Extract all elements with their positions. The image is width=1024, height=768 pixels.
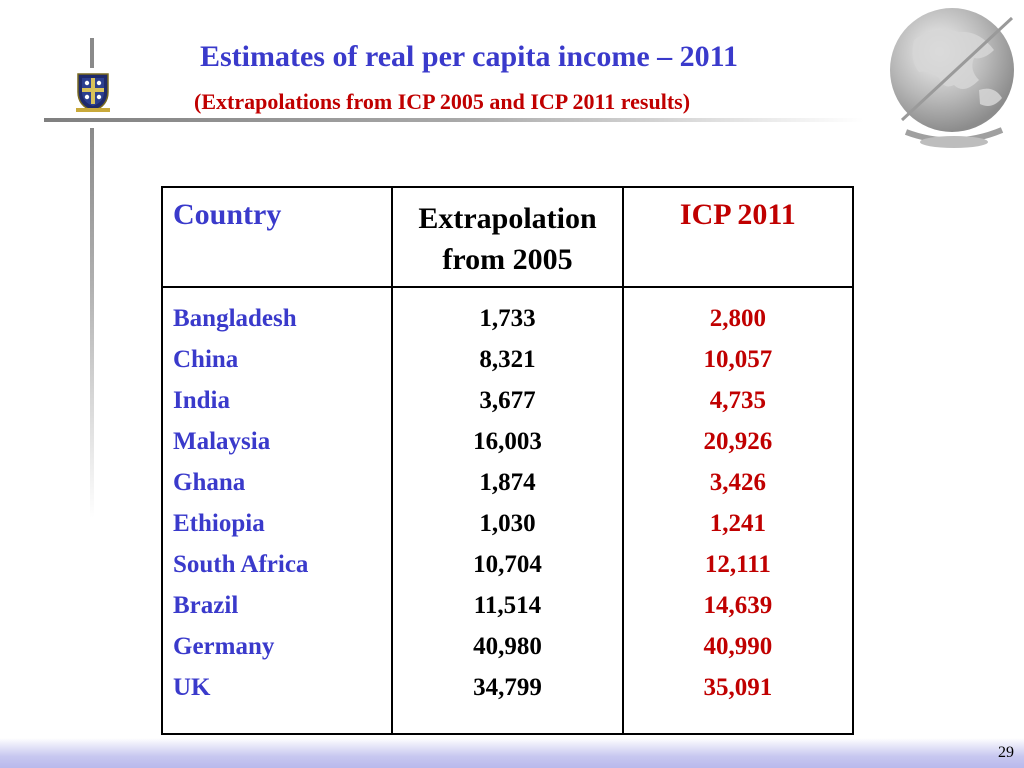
header-country: Country — [160, 186, 394, 288]
country-column: Bangladesh China India Malaysia Ghana Ethiopi… — [160, 286, 394, 735]
icp-cell: 10,057 — [703, 346, 773, 373]
decor-vertical-line-top — [90, 38, 94, 68]
icp-cell: 2,800 — [709, 305, 766, 332]
icp-cell: 3,426 — [709, 469, 766, 496]
extrapolation-cell: 11,514 — [473, 592, 542, 619]
footer-bar — [0, 738, 1024, 768]
country-cell: Bangladesh — [173, 305, 297, 332]
icp-cell: 40,990 — [703, 633, 773, 660]
icp-cell: 20,926 — [703, 428, 773, 455]
extrapolation-cell: 1,030 — [479, 510, 536, 537]
header-icp: ICP 2011 — [621, 186, 855, 288]
extrapolation-cell: 1,733 — [479, 305, 536, 332]
icp-cell: 12,111 — [704, 551, 771, 578]
extrapolation-cell: 34,799 — [473, 674, 542, 701]
country-cell: UK — [173, 674, 211, 701]
decor-vertical-line — [90, 128, 94, 518]
icp-cell: 4,735 — [709, 387, 766, 414]
country-cell: China — [173, 346, 239, 373]
header-extrapolation: Extrapolation from 2005 — [391, 186, 624, 288]
icp-cell: 35,091 — [703, 674, 773, 701]
globe-icon — [890, 8, 1014, 148]
country-cell: South Africa — [173, 551, 309, 578]
table-header-row: Country Extrapolation from 2005 ICP 2011 — [160, 186, 855, 288]
table-body-row: Bangladesh China India Malaysia Ghana Ethiopi… — [160, 286, 855, 735]
decor-horizontal-line — [44, 118, 864, 122]
country-cell: India — [173, 387, 230, 414]
country-cell: Ghana — [173, 469, 246, 496]
extrapolation-cell: 10,704 — [473, 551, 542, 578]
header-extrapolation-line2: from 2005 — [442, 243, 573, 276]
extrapolation-cell: 1,874 — [479, 469, 536, 496]
slide-subtitle: (Extrapolations from ICP 2005 and ICP 20… — [194, 89, 691, 114]
extrapolation-column: 1,733 8,321 3,677 16,003 1,874 1,030 10,704 11,… — [391, 286, 624, 735]
slide-title: Estimates of real per capita income – 20… — [200, 40, 738, 73]
university-crest-icon — [76, 73, 110, 112]
extrapolation-cell: 3,677 — [479, 387, 536, 414]
extrapolation-cell: 16,003 — [473, 428, 542, 455]
icp-column: 2,800 10,057 4,735 20,926 3,426 1,241 12,111 14… — [621, 286, 855, 735]
extrapolation-cell: 8,321 — [479, 346, 536, 373]
country-cell: Brazil — [173, 592, 239, 619]
icp-cell: 1,241 — [709, 510, 766, 537]
income-table: Country Extrapolation from 2005 ICP 2011… — [160, 186, 855, 735]
header-extrapolation-line1: Extrapolation — [418, 202, 597, 235]
country-cell: Malaysia — [173, 428, 271, 455]
extrapolation-cell: 40,980 — [473, 633, 542, 660]
country-cell: Germany — [173, 633, 275, 660]
icp-cell: 14,639 — [703, 592, 773, 619]
country-cell: Ethiopia — [173, 510, 265, 537]
page-number: 29 — [998, 744, 1014, 761]
